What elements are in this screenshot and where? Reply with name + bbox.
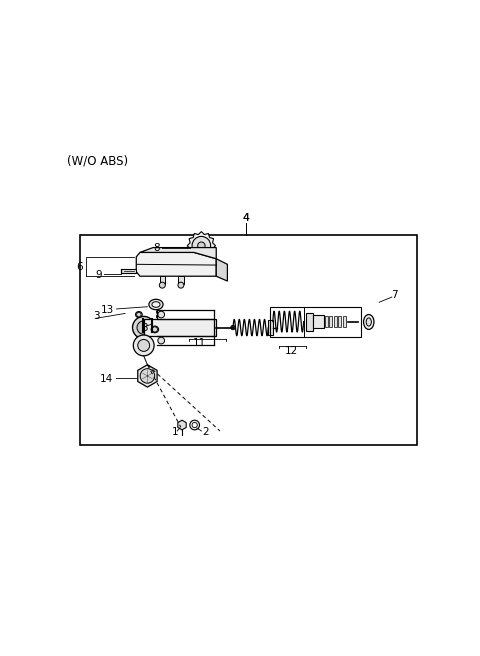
Bar [343,316,346,327]
Circle shape [190,420,200,430]
Polygon shape [178,420,186,430]
Circle shape [159,282,165,288]
Text: 7: 7 [391,290,397,300]
Bar [325,316,328,327]
Ellipse shape [151,326,158,333]
Ellipse shape [366,318,372,326]
Text: 4: 4 [242,213,250,222]
Text: (W/O ABS): (W/O ABS) [67,155,129,167]
Polygon shape [138,365,157,387]
Text: 3: 3 [93,312,100,321]
Bar [313,315,324,328]
Text: 12: 12 [285,346,298,356]
Ellipse shape [193,251,209,256]
Circle shape [192,422,197,428]
Text: 2: 2 [202,428,209,438]
Bar [160,276,165,283]
Bar [193,253,209,258]
Text: 13: 13 [101,304,114,315]
Circle shape [192,236,211,255]
Bar [144,319,216,336]
Circle shape [137,321,150,335]
Circle shape [158,311,165,318]
Circle shape [133,335,154,356]
Ellipse shape [152,302,160,307]
Circle shape [198,242,205,249]
Text: 3: 3 [142,323,148,333]
Ellipse shape [193,257,209,260]
Circle shape [231,325,235,330]
Text: 6: 6 [76,262,83,272]
Text: 8: 8 [153,243,160,253]
Bar [270,307,360,337]
Polygon shape [187,232,216,260]
Ellipse shape [135,312,142,318]
Bar [305,313,313,331]
Circle shape [158,337,165,344]
Polygon shape [121,269,136,272]
Polygon shape [136,253,216,276]
Ellipse shape [363,314,374,329]
Polygon shape [216,258,228,281]
Text: 1: 1 [172,428,179,438]
Text: 4: 4 [243,213,249,222]
Bar [81,235,417,445]
Text: 14: 14 [100,374,113,384]
Circle shape [138,339,150,352]
Text: 11: 11 [193,338,206,348]
Polygon shape [140,247,216,258]
Bar [334,316,337,327]
Circle shape [132,316,155,338]
Text: 9: 9 [95,270,102,279]
Ellipse shape [149,299,163,310]
Circle shape [178,282,184,288]
Circle shape [140,369,155,383]
Bar [178,276,183,283]
Bar [268,320,273,335]
Bar [329,316,332,327]
Bar [338,316,341,327]
